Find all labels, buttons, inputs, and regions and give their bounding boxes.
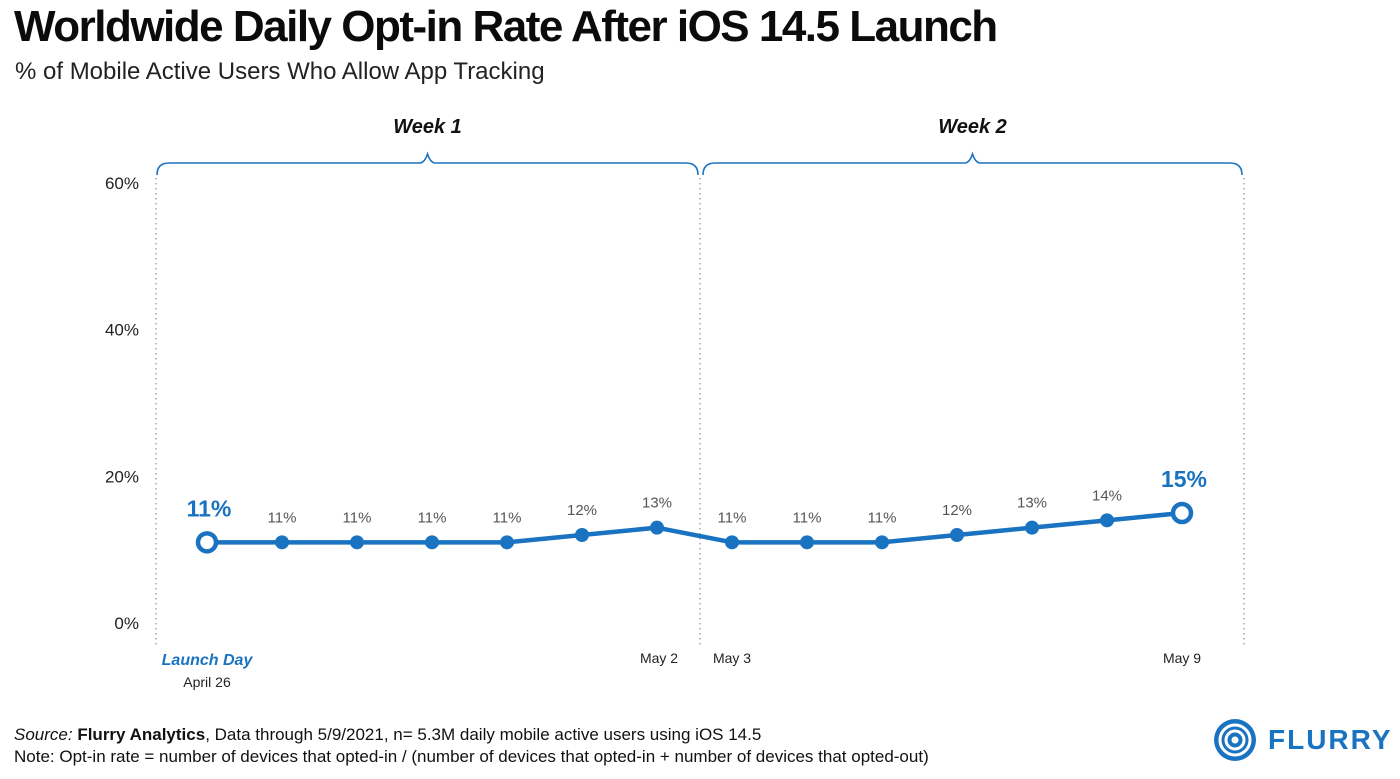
data-label: 11% xyxy=(868,509,897,526)
data-point xyxy=(1100,513,1114,528)
data-point-highlight xyxy=(1170,501,1194,525)
week-label: Week 1 xyxy=(393,116,462,138)
x-tick-label: May 9 xyxy=(1163,650,1201,666)
data-label: 11% xyxy=(493,509,522,526)
launch-day-label: Launch Day xyxy=(162,652,254,669)
data-point-highlight xyxy=(195,531,219,554)
x-tick-label: April 26 xyxy=(183,674,231,690)
week-bracket xyxy=(702,151,1243,176)
source-line: Source: Flurry Analytics, Data through 5… xyxy=(14,724,929,746)
source-name: Flurry Analytics xyxy=(77,725,206,744)
data-label: 11% xyxy=(268,509,297,526)
week-label: Week 2 xyxy=(938,116,1007,138)
data-point xyxy=(950,528,964,542)
data-label: 14% xyxy=(1092,487,1122,504)
series-line xyxy=(204,510,1185,545)
week-bracket xyxy=(156,151,699,176)
note-line: Note: Opt-in rate = number of devices th… xyxy=(14,747,929,766)
y-tick-label: 0% xyxy=(114,614,139,633)
source-label: Source: xyxy=(14,725,73,744)
data-label: 11% xyxy=(418,509,447,526)
flurry-logo-text: FLURRY xyxy=(1268,724,1393,755)
data-point xyxy=(1025,520,1039,535)
chart-subtitle: % of Mobile Active Users Who Allow App T… xyxy=(15,58,545,85)
chart-title: Worldwide Daily Opt-in Rate After iOS 14… xyxy=(14,2,998,51)
y-tick-label: 40% xyxy=(105,321,139,340)
data-point xyxy=(500,535,514,550)
data-label: 11% xyxy=(718,509,747,526)
data-label-highlight: 11% xyxy=(187,495,232,521)
data-point xyxy=(875,535,889,550)
data-point xyxy=(275,535,289,550)
data-point xyxy=(575,528,589,542)
flurry-logo-icon xyxy=(1214,719,1256,761)
x-tick-label: May 2 xyxy=(640,650,678,666)
footer: Source: Flurry Analytics, Data through 5… xyxy=(14,724,929,768)
source-details: , Data through 5/9/2021, n= 5.3M daily m… xyxy=(205,725,762,744)
flurry-logo: FLURRY xyxy=(1212,716,1393,764)
chart-area: Week 1 Week 2 0% 20% 40% 60% 11% 11% 11% 11% 11%… xyxy=(105,116,1245,690)
data-point xyxy=(725,535,739,550)
data-label-highlight: 15% xyxy=(1161,466,1207,492)
data-point xyxy=(650,520,664,535)
data-label: 12% xyxy=(942,502,972,519)
data-label: 11% xyxy=(793,509,822,526)
data-point xyxy=(800,535,814,550)
data-label: 13% xyxy=(642,495,672,512)
data-point xyxy=(350,535,364,550)
data-label: 12% xyxy=(567,502,597,519)
data-label: 11% xyxy=(343,509,372,526)
data-point xyxy=(425,535,439,550)
y-tick-label: 60% xyxy=(105,174,139,193)
y-tick-label: 20% xyxy=(105,467,139,486)
x-tick-label: May 3 xyxy=(713,650,751,666)
data-label: 13% xyxy=(1017,495,1047,512)
